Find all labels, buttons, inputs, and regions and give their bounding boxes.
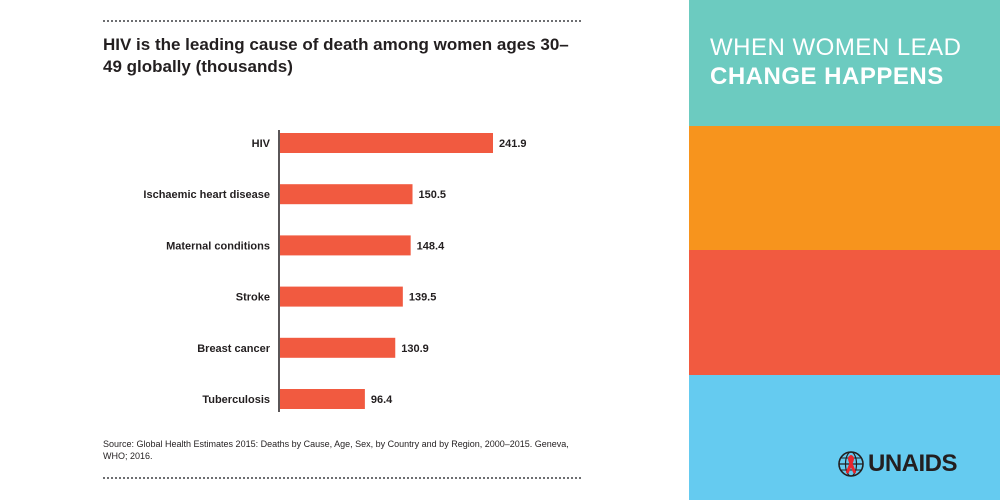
bar xyxy=(280,286,403,307)
category-label: Breast cancer xyxy=(197,343,270,355)
category-label: Maternal conditions xyxy=(166,240,270,252)
category-label: HIV xyxy=(252,138,271,150)
category-label: Ischaemic heart disease xyxy=(143,189,270,201)
right-panel: WHEN WOMEN LEAD CHANGE HAPPENS UNAIDS xyxy=(689,0,1000,500)
top-divider xyxy=(103,20,581,22)
logo-text: UNAIDS xyxy=(868,450,958,477)
teal-band xyxy=(689,0,1000,126)
orange-band xyxy=(689,126,1000,250)
value-label: 150.5 xyxy=(419,189,447,201)
bar xyxy=(280,133,493,153)
source-note: Source: Global Health Estimates 2015: De… xyxy=(103,439,569,461)
value-label: 148.4 xyxy=(417,240,445,252)
blue-band xyxy=(689,375,1000,500)
bottom-divider xyxy=(103,477,581,479)
tagline-line-2: CHANGE HAPPENS xyxy=(710,63,944,90)
bar xyxy=(280,389,365,409)
tagline: WHEN WOMEN LEAD CHANGE HAPPENS xyxy=(710,33,962,91)
chart-title: HIV is the leading cause of death among … xyxy=(103,35,569,76)
bar xyxy=(280,184,413,205)
tagline-line-1: WHEN WOMEN LEAD xyxy=(710,34,962,61)
globe-ribbon-icon xyxy=(838,451,864,477)
value-label: 96.4 xyxy=(371,394,393,406)
unaids-logo: UNAIDS xyxy=(837,450,958,478)
value-label: 241.9 xyxy=(499,138,527,150)
bar xyxy=(280,235,411,256)
value-label: 130.9 xyxy=(401,343,429,355)
category-label: Stroke xyxy=(236,292,270,304)
bar-chart: HIV 241.9 Ischaemic heart disease 150.5 Mate… xyxy=(143,130,527,412)
value-label: 139.5 xyxy=(409,292,437,304)
category-label: Tuberculosis xyxy=(202,394,270,406)
bar xyxy=(280,337,396,358)
red-band xyxy=(689,250,1000,375)
